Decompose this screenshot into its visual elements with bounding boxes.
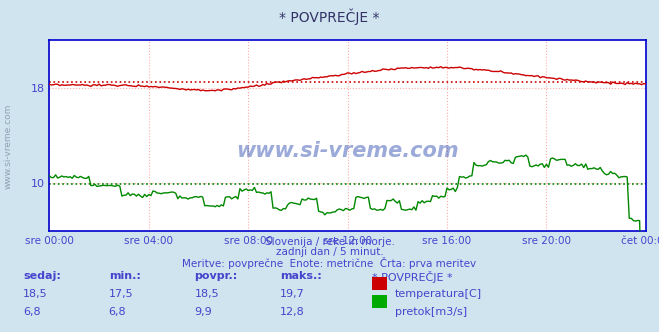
Text: 6,8: 6,8 <box>23 307 41 317</box>
Text: 17,5: 17,5 <box>109 289 133 299</box>
Text: Meritve: povprečne  Enote: metrične  Črta: prva meritev: Meritve: povprečne Enote: metrične Črta:… <box>183 257 476 269</box>
Text: sedaj:: sedaj: <box>23 271 61 281</box>
Text: min.:: min.: <box>109 271 140 281</box>
Text: 9,9: 9,9 <box>194 307 212 317</box>
Text: temperatura[C]: temperatura[C] <box>395 289 482 299</box>
Text: povpr.:: povpr.: <box>194 271 238 281</box>
Text: 18,5: 18,5 <box>194 289 219 299</box>
Text: www.si-vreme.com: www.si-vreme.com <box>237 140 459 161</box>
Text: pretok[m3/s]: pretok[m3/s] <box>395 307 467 317</box>
Text: www.si-vreme.com: www.si-vreme.com <box>3 103 13 189</box>
Text: 19,7: 19,7 <box>280 289 305 299</box>
Text: 12,8: 12,8 <box>280 307 305 317</box>
Text: Slovenija / reke in morje.: Slovenija / reke in morje. <box>264 237 395 247</box>
Text: * POVPREČJE *: * POVPREČJE * <box>279 8 380 25</box>
Text: zadnji dan / 5 minut.: zadnji dan / 5 minut. <box>275 247 384 257</box>
Text: 6,8: 6,8 <box>109 307 127 317</box>
Text: maks.:: maks.: <box>280 271 322 281</box>
Text: * POVPREČJE *: * POVPREČJE * <box>372 271 453 283</box>
Text: 18,5: 18,5 <box>23 289 47 299</box>
